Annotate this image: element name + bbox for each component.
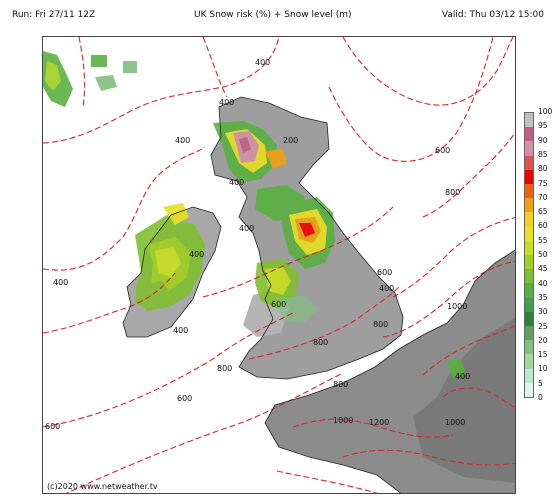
continent-detail xyxy=(413,318,515,483)
legend-tick-label: 0 xyxy=(538,393,543,402)
legend-tick-label: 5 xyxy=(538,378,543,388)
contour-label: 800 xyxy=(445,188,460,197)
contour-label: 600 xyxy=(435,146,450,155)
color-legend: 100 95 90 85 80 75 70 65 60 55 50 45 40 35 30 25 20 15 10 5… xyxy=(522,108,558,402)
contour-label: 600 xyxy=(177,394,192,403)
snow-risk-alps xyxy=(447,359,465,379)
contour-label: 600 xyxy=(271,300,286,309)
contour-label: 400 xyxy=(175,136,190,145)
legend-color-cell xyxy=(525,155,533,170)
legend-tick-label: 15 xyxy=(538,350,548,360)
legend-color-cell xyxy=(525,240,533,256)
legend-color-cell xyxy=(525,382,533,398)
contour-label: 1000 xyxy=(333,416,353,425)
legend-tick-label: 30 xyxy=(538,307,548,317)
contour-label: 400 xyxy=(379,284,394,293)
contour-label: 1000 xyxy=(445,418,465,427)
map-canvas: 400 400 400 200 400 400 400 400 400 600 … xyxy=(43,37,515,493)
legend-color-cell xyxy=(525,354,533,369)
legend-color-cell xyxy=(525,269,533,284)
legend-color-cell xyxy=(525,340,533,355)
run-time-label: Run: Fri 27/11 12Z xyxy=(12,10,96,20)
contour-label: 400 xyxy=(189,250,204,259)
legend-tick-label: 100 xyxy=(538,107,553,116)
contour-label: 600 xyxy=(45,422,60,431)
legend-color-bar xyxy=(524,112,534,398)
legend-color-cell xyxy=(525,368,533,383)
contour-label: 400 xyxy=(229,178,244,187)
legend-tick-label: 25 xyxy=(538,321,548,331)
legend-color-cell xyxy=(525,226,533,241)
legend-tick-label: 95 xyxy=(538,121,548,131)
contour-label: 1200 xyxy=(369,418,389,427)
legend-tick-label: 90 xyxy=(538,135,548,145)
contour-label: 400 xyxy=(53,278,68,287)
coastline-layer xyxy=(122,96,515,493)
legend-color-cell xyxy=(525,184,533,199)
contour-label: 1000 xyxy=(447,302,467,311)
legend-color-cell xyxy=(525,311,533,327)
legend-tick-label: 50 xyxy=(538,250,548,259)
contour-label: 600 xyxy=(377,268,392,277)
legend-tick-label: 20 xyxy=(538,335,548,345)
valid-time-label: Valid: Thu 03/12 15:00 xyxy=(441,10,544,20)
legend-color-cell xyxy=(525,297,533,312)
legend-tick-label: 75 xyxy=(538,178,548,188)
weather-map: 400 400 400 200 400 400 400 400 400 600 … xyxy=(42,36,516,494)
chart-title: UK Snow risk (%) + Snow level (m) xyxy=(194,10,352,20)
legend-tick-label: 10 xyxy=(538,364,548,374)
contour-label: 400 xyxy=(239,224,254,233)
legend-color-cell xyxy=(525,255,533,270)
legend-color-cell xyxy=(525,283,533,298)
legend-color-cell xyxy=(525,141,533,156)
legend-tick-label: 70 xyxy=(538,192,548,202)
contour-label: 800 xyxy=(217,364,232,373)
legend-color-cell xyxy=(525,113,533,128)
contour-label: 400 xyxy=(455,372,470,381)
legend-color-cell xyxy=(525,198,533,213)
snow-level-contours xyxy=(43,37,515,493)
legend-tick-label: 80 xyxy=(538,164,548,174)
copyright-notice: (c)2020 www.netweather.tv xyxy=(47,482,158,491)
legend-color-cell xyxy=(525,127,533,142)
legend-tick-label: 60 xyxy=(538,221,548,231)
contour-label: 800 xyxy=(313,338,328,347)
legend-tick-label: 55 xyxy=(538,235,548,245)
legend-tick-label: 65 xyxy=(538,207,548,217)
contour-labels: 400 400 400 200 400 400 400 400 400 600 … xyxy=(45,58,470,431)
contour-label: 400 xyxy=(219,98,234,107)
contour-label: 800 xyxy=(333,380,348,389)
legend-tick-label: 45 xyxy=(538,264,548,274)
legend-tick-label: 40 xyxy=(538,278,548,288)
contour-label: 200 xyxy=(283,136,298,145)
contour-label: 800 xyxy=(373,320,388,329)
legend-color-cell xyxy=(525,326,533,341)
legend-color-cell xyxy=(525,212,533,227)
contour-label: 400 xyxy=(173,326,188,335)
contour-label: 400 xyxy=(255,58,270,67)
legend-tick-label: 85 xyxy=(538,149,548,159)
legend-color-cell xyxy=(525,169,533,185)
legend-tick-label: 35 xyxy=(538,292,548,302)
